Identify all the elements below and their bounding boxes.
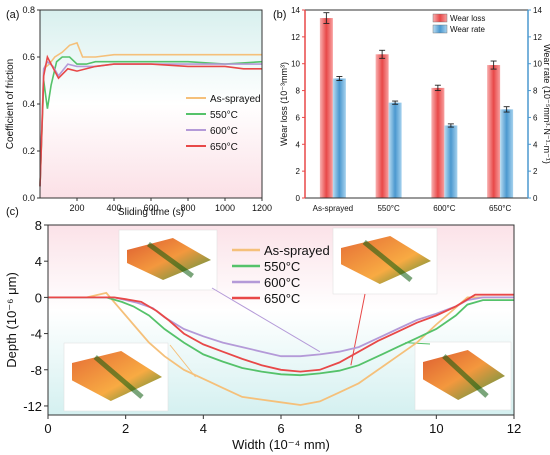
panel-c: (c) -12 -8 -4 0 4 8 0 2 4 6 8 10 12 Width (10⁻⁴ mm) Dep… [4, 206, 521, 452]
x-tick-label: 2 [122, 421, 129, 436]
y-tick-label: -8 [30, 363, 42, 378]
wear-track-groove-0 [93, 355, 144, 399]
inset-pointer-3 [405, 342, 431, 345]
series-line-0 [48, 291, 514, 406]
series-line-3 [48, 293, 514, 373]
legend-label-1: 550°C [210, 110, 238, 121]
legend-label-3: 650°C [264, 291, 300, 306]
y2-tick-label: 10 [533, 60, 542, 69]
y-tick-label: -12 [23, 399, 42, 414]
y-tick-label: 0.2 [22, 146, 35, 156]
panel-a: (a) 0.0 0.2 0.4 0.6 0.8 200 400 600 800 1000 1200 Sl… [5, 5, 272, 218]
panel-label: (b) [273, 9, 286, 21]
bar-wear-rate-2 [444, 125, 458, 198]
inset-pointer-0 [169, 344, 196, 378]
y-tick-label: 10 [291, 60, 300, 69]
x-tick-label: 1200 [252, 203, 272, 213]
series-line-1 [39, 56, 263, 187]
inset-pointer-2 [350, 293, 366, 366]
y-tick-label: 0.0 [22, 193, 35, 203]
x-tick-label: 600 [143, 203, 158, 213]
y-tick-label: 8 [296, 87, 301, 96]
legend-label-0: As-sprayed [210, 94, 261, 105]
y-tick-label: 0 [296, 194, 301, 203]
y2-tick-label: 0 [533, 194, 538, 203]
x-tick-label: 12 [507, 421, 521, 436]
y-tick-label: 0.4 [22, 99, 35, 109]
wear-track-groove-3 [442, 354, 489, 398]
panel-b: (b) As-sprayed 550°C 600°C 650°C 0 0 2 2 4 4 6 6 8 8 10… [273, 6, 550, 213]
y2-axis-label: Wear rate (10⁻⁵mm³·N⁻¹·m⁻¹) [542, 44, 550, 164]
series-line-0 [39, 41, 262, 187]
x-tick-label: 400 [106, 203, 121, 213]
bar-wear-loss-3 [487, 65, 501, 198]
legend-label-0: As-sprayed [264, 243, 330, 258]
inset-pointer-1 [211, 287, 321, 353]
wear-track-groove-2 [362, 240, 413, 282]
y2-tick-label: 8 [533, 87, 538, 96]
y2-tick-label: 12 [533, 33, 542, 42]
y-tick-label: 0.6 [22, 52, 35, 62]
legend-swatch-0 [432, 13, 448, 23]
x-tick-label: 800 [180, 203, 195, 213]
y-tick-label: 6 [296, 113, 301, 122]
legend-swatch-1 [432, 24, 448, 34]
x-tick-label: 0 [44, 421, 51, 436]
y-axis-label: Wear loss (10⁻³mm³) [279, 62, 289, 146]
y2-tick-label: 14 [533, 6, 542, 15]
x-tick-label: 1000 [215, 203, 235, 213]
y-tick-label: 14 [291, 6, 300, 15]
series-line-3 [39, 54, 262, 187]
x-tick-label: 4 [200, 421, 207, 436]
x-axis-label: Width (10⁻⁴ mm) [232, 437, 330, 452]
y2-tick-label: 4 [533, 140, 538, 149]
y-tick-label: 0 [35, 290, 42, 305]
bar-wear-rate-0 [332, 78, 346, 198]
y-tick-label: 0.8 [22, 5, 35, 15]
series-line-2 [39, 60, 262, 187]
wear-track-groove-1 [146, 241, 194, 279]
x-tick-label: As-sprayed [313, 204, 353, 213]
bar-wear-rate-1 [388, 102, 402, 198]
bar-wear-loss-2 [431, 87, 445, 198]
y-axis-label: Depth (10⁻⁶ μm) [4, 272, 19, 368]
y2-tick-label: 2 [533, 167, 538, 176]
series-line-1 [48, 296, 514, 377]
legend-label-1: Wear rate [450, 25, 486, 34]
y-tick-label: -4 [30, 327, 42, 342]
x-tick-label: 6 [277, 421, 284, 436]
panel-label: (a) [6, 9, 19, 21]
legend-label-1: 550°C [264, 259, 300, 274]
bar-wear-rate-3 [500, 109, 514, 198]
x-tick-label: 10 [429, 421, 443, 436]
x-tick-label: 550°C [377, 204, 400, 213]
y-axis-label: Coefficient of friction [5, 59, 16, 149]
x-tick-label: 200 [69, 203, 84, 213]
legend-label-2: 600°C [210, 126, 238, 137]
y-tick-label: 4 [296, 140, 301, 149]
y-tick-label: 8 [35, 218, 42, 233]
y-tick-label: 12 [291, 33, 300, 42]
legend-label-0: Wear loss [450, 14, 485, 23]
plot-background [40, 10, 262, 198]
x-tick-label: 600°C [433, 204, 456, 213]
legend-label-2: 600°C [264, 275, 300, 290]
y-tick-label: 4 [35, 254, 42, 269]
x-tick-label: 650°C [489, 204, 512, 213]
y2-tick-label: 6 [533, 113, 538, 122]
bar-wear-loss-1 [375, 54, 389, 198]
x-tick-label: 8 [355, 421, 362, 436]
y-tick-label: 2 [296, 167, 301, 176]
bar-wear-loss-0 [319, 18, 333, 198]
legend-label-3: 650°C [210, 142, 238, 153]
x-axis-label: Sliding time (s) [118, 207, 184, 218]
panel-label: (c) [6, 206, 19, 218]
